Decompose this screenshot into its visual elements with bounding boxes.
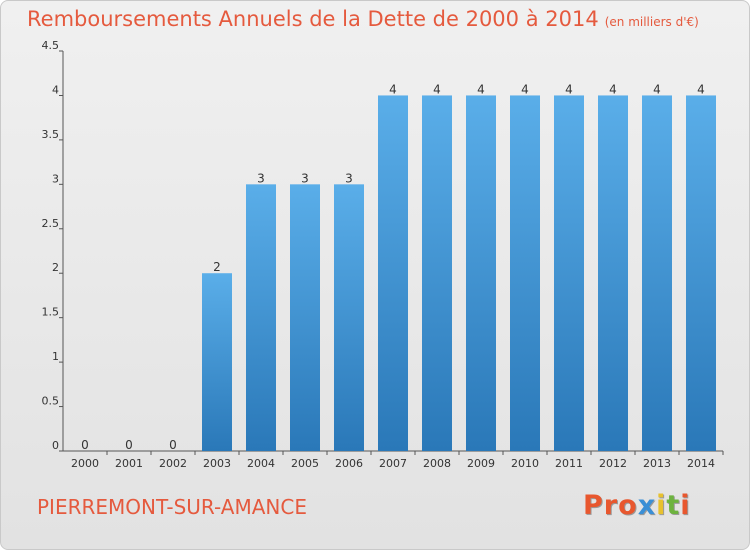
data-label: 0 [81, 438, 89, 452]
x-tick-label: 2006 [335, 457, 363, 470]
data-label: 2 [213, 260, 221, 274]
commune-name: PIERREMONT-SUR-AMANCE [37, 495, 307, 519]
x-tick-label: 2000 [71, 457, 99, 470]
data-label: 3 [301, 171, 309, 185]
y-tick-label: 2.5 [42, 217, 60, 230]
y-tick-label: 4.5 [42, 39, 60, 52]
x-tick-label: 2014 [687, 457, 715, 470]
data-label: 4 [477, 82, 485, 96]
chart-unit: (en milliers d'€) [604, 15, 699, 29]
logo-letter: t [666, 490, 681, 521]
bar [246, 184, 276, 452]
chart-labels: 0 2000 0 2001 0 2002 2 2003 3 2004 3 2005 3 2006 4 2007… [71, 82, 715, 470]
x-tick-label: 2009 [467, 457, 495, 470]
y-tick-label: 1 [52, 350, 59, 363]
data-label: 4 [653, 82, 661, 96]
data-label: 4 [389, 82, 397, 96]
y-tick-label: 0.5 [42, 395, 60, 408]
x-tick-label: 2007 [379, 457, 407, 470]
data-label: 3 [345, 171, 353, 185]
bar [378, 95, 408, 451]
x-tick-label: 2003 [203, 457, 231, 470]
data-label: 3 [257, 171, 265, 185]
x-tick-label: 2013 [643, 457, 671, 470]
chart-title: Remboursements Annuels de la Dette de 20… [27, 7, 699, 31]
x-tick-label: 2005 [291, 457, 319, 470]
x-tick-label: 2001 [115, 457, 143, 470]
x-tick-label: 2012 [599, 457, 627, 470]
bar [466, 95, 496, 451]
logo-letter: P [583, 490, 604, 521]
y-tick-label: 1.5 [42, 306, 60, 319]
logo-letter: r [603, 490, 619, 521]
bar [510, 95, 540, 451]
logo-letter: o [618, 490, 638, 521]
bar [334, 184, 364, 452]
data-label: 4 [565, 82, 573, 96]
x-tick-label: 2002 [159, 457, 187, 470]
bar [598, 95, 628, 451]
y-tick-label: 0 [52, 439, 59, 452]
bar [290, 184, 320, 452]
x-tick-label: 2004 [247, 457, 275, 470]
chart-bars [202, 95, 716, 452]
bar [202, 273, 232, 451]
data-label: 0 [125, 438, 133, 452]
chart-title-text: Remboursements Annuels de la Dette de 20… [27, 7, 599, 31]
data-label: 4 [697, 82, 705, 96]
y-tick-label: 3.5 [42, 128, 60, 141]
x-tick-label: 2008 [423, 457, 451, 470]
data-label: 0 [169, 438, 177, 452]
bar [642, 95, 672, 451]
y-tick-label: 4 [52, 83, 59, 96]
data-label: 4 [609, 82, 617, 96]
bar [686, 95, 716, 451]
data-label: 4 [521, 82, 529, 96]
bar [422, 95, 452, 451]
bar [554, 95, 584, 451]
data-label: 4 [433, 82, 441, 96]
proxiti-logo: Proxiti [583, 490, 691, 521]
logo-letter: i [656, 490, 667, 521]
logo-letter: i [680, 490, 691, 521]
y-tick-label: 2 [52, 261, 59, 274]
logo-letter: x [637, 490, 657, 521]
y-tick-label: 3 [52, 172, 59, 185]
x-tick-label: 2010 [511, 457, 539, 470]
x-tick-label: 2011 [555, 457, 583, 470]
